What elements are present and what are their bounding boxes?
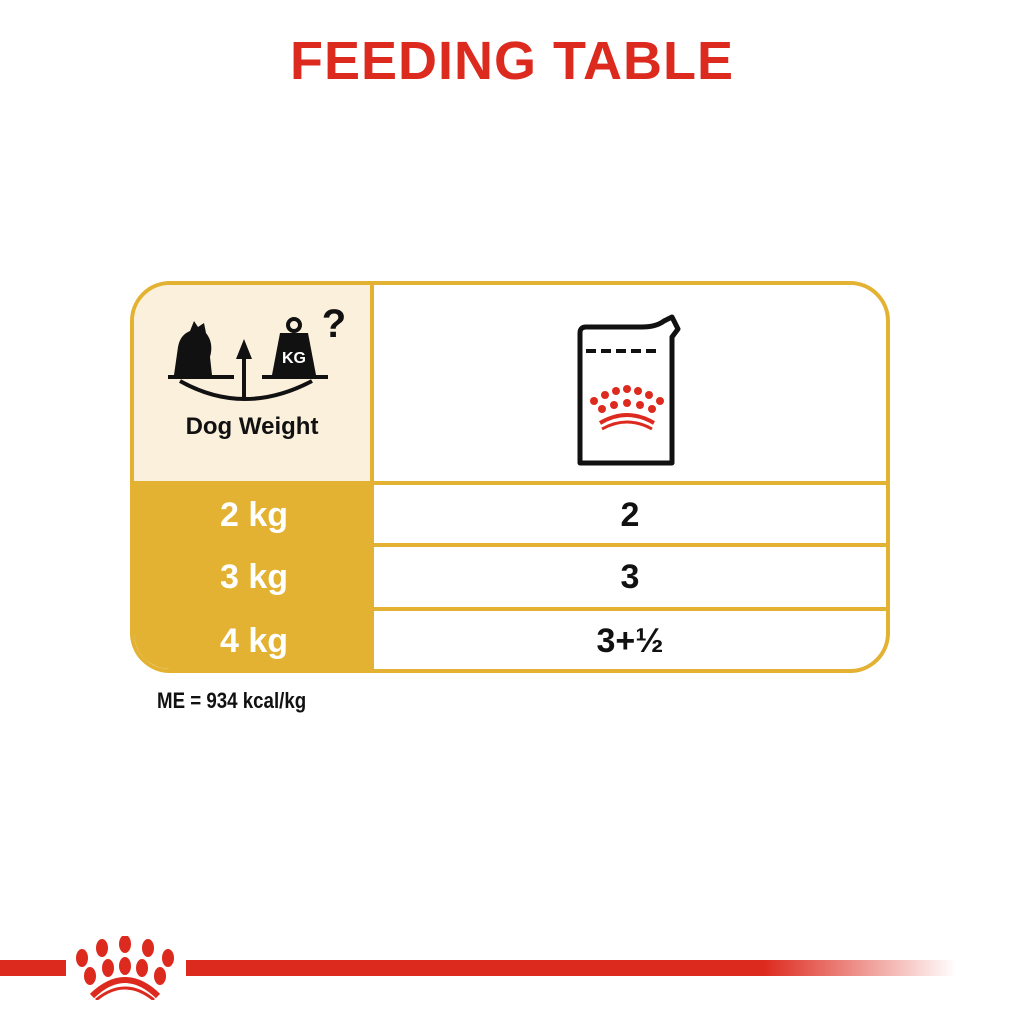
dog-weight-cell: 3 kg <box>134 547 374 609</box>
dog-weight-cell: 2 kg <box>134 485 374 547</box>
svg-text:?: ? <box>322 302 346 346</box>
wet-food-pouch-icon <box>577 314 681 466</box>
pouch-count-cell: 3+½ <box>596 622 664 660</box>
dog-weight-label: Dog Weight <box>185 413 319 440</box>
table-row: 2 kg 2 <box>134 481 886 547</box>
svg-text:KG: KG <box>282 350 306 367</box>
brand-band-left <box>0 960 66 976</box>
dog-scale-weight-icon: KG ? <box>168 302 346 401</box>
dog-weight-cell: 4 kg <box>134 611 374 669</box>
feeding-table: KG ? Dog Weight 2 kg 2 3 kg 3 4 kg 3+½ <box>130 281 890 673</box>
dog-weight-header: KG ? Dog Weight <box>134 285 374 481</box>
energy-footnote: ME = 934 kcal/kg <box>157 688 307 713</box>
table-row: 3 kg 3 <box>134 543 886 609</box>
food-header <box>374 285 886 481</box>
table-row: 4 kg 3+½ <box>134 607 886 669</box>
page-title: FEEDING TABLE <box>290 31 734 91</box>
pouch-count-cell: 3 <box>620 558 640 596</box>
brand-band-right <box>186 960 956 976</box>
royal-canin-crown-logo <box>76 936 174 1000</box>
pouch-count-cell: 2 <box>620 496 640 534</box>
